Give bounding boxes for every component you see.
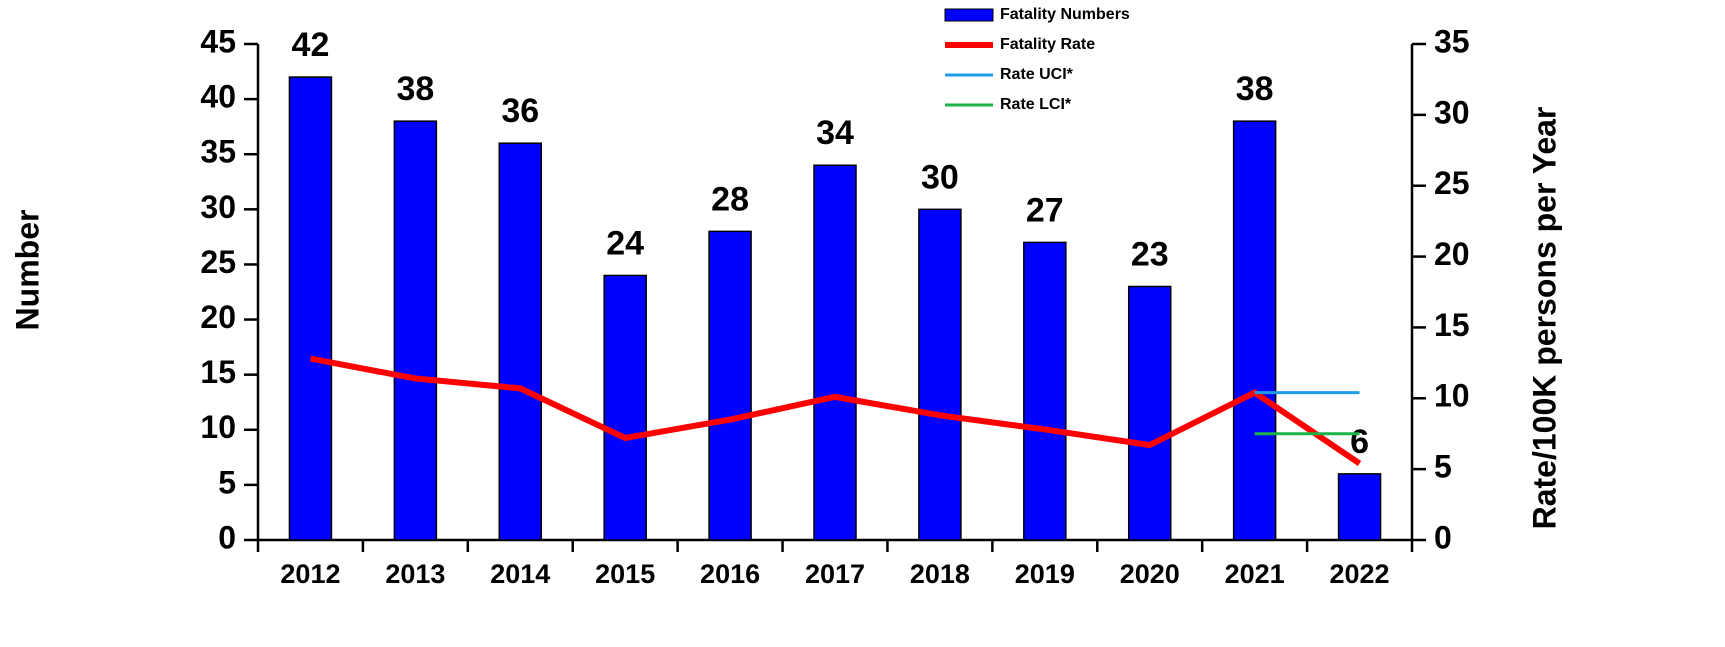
bar <box>1337 473 1382 541</box>
legend-label: Fatality Rate <box>1000 36 1095 53</box>
y-tick-label: 20 <box>200 299 236 335</box>
bar <box>918 208 962 541</box>
y-tick-label: 40 <box>200 79 236 115</box>
y2-tick-label: 15 <box>1434 307 1470 343</box>
y-tick-label: 45 <box>200 23 236 59</box>
y2-tick-label: 0 <box>1434 519 1452 555</box>
y-tick-label: 5 <box>218 464 236 500</box>
y-tick-label: 35 <box>200 134 236 170</box>
x-tick-label: 2022 <box>1330 559 1390 589</box>
bar <box>498 142 543 541</box>
legend-label: Rate UCI* <box>1000 66 1074 83</box>
bar-value-label: 24 <box>606 224 644 262</box>
x-tick-label: 2020 <box>1120 559 1180 589</box>
bar <box>288 76 333 541</box>
bar-value-label: 6 <box>1350 423 1369 461</box>
y-tick-label: 30 <box>200 189 236 225</box>
bar-value-label: 36 <box>501 92 539 130</box>
bar-value-label: 27 <box>1026 191 1064 229</box>
y2-tick-label: 5 <box>1434 449 1452 485</box>
y2-tick-label: 35 <box>1434 23 1470 59</box>
x-tick-label: 2012 <box>280 559 340 589</box>
bar <box>393 120 438 541</box>
x-tick-label: 2013 <box>385 559 445 589</box>
x-tick-label: 2019 <box>1015 559 1075 589</box>
legend-label: Rate LCI* <box>1000 96 1072 113</box>
x-tick-label: 2021 <box>1225 559 1285 589</box>
y2-tick-label: 10 <box>1434 378 1470 414</box>
x-tick-label: 2014 <box>490 559 550 589</box>
y-tick-label: 10 <box>200 409 236 445</box>
legend-label: Fatality Numbers <box>1000 6 1130 23</box>
y-tick-label: 25 <box>200 244 236 280</box>
x-tick-label: 2016 <box>700 559 760 589</box>
bar-value-label: 38 <box>396 70 434 108</box>
bar-value-label: 23 <box>1131 235 1169 273</box>
bar <box>603 274 647 541</box>
y2-tick-label: 25 <box>1434 165 1470 201</box>
x-tick-label: 2018 <box>910 559 970 589</box>
y-axis-title: Number <box>9 210 45 331</box>
bar <box>1232 120 1277 541</box>
y2-axis-title: Rate/100K persons per Year <box>1526 107 1562 530</box>
bar-value-label: 38 <box>1236 70 1274 108</box>
legend-swatch <box>944 8 994 22</box>
y-tick-label: 15 <box>200 354 236 390</box>
y2-tick-label: 30 <box>1434 94 1470 130</box>
x-tick-label: 2015 <box>595 559 655 589</box>
bar <box>813 164 857 541</box>
y-tick-label: 0 <box>218 519 236 555</box>
bar-value-label: 30 <box>921 158 959 196</box>
line-series <box>309 355 1362 466</box>
bar-value-label: 42 <box>292 26 330 64</box>
x-tick-label: 2017 <box>805 559 865 589</box>
bar <box>708 230 752 541</box>
bar <box>1023 241 1067 541</box>
bar-value-label: 34 <box>816 114 854 152</box>
bar-value-label: 28 <box>711 180 749 218</box>
y2-tick-label: 20 <box>1434 236 1470 272</box>
bar <box>1127 285 1172 541</box>
